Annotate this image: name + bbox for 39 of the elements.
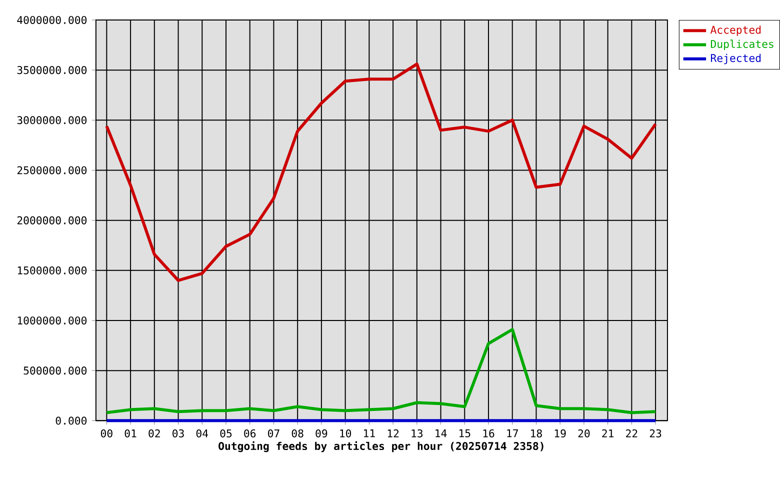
x-tick-label: 16 bbox=[483, 430, 494, 438]
x-tick-label: 04 bbox=[196, 430, 208, 438]
line-series bbox=[105, 328, 658, 414]
x-axis-title: Outgoing feeds by articles per hour (20250714 2358) bbox=[218, 441, 544, 452]
x-tick-label: 20 bbox=[578, 430, 590, 438]
x-tick-label: 21 bbox=[602, 430, 614, 438]
y-tick-label: 1500000.000 bbox=[18, 266, 87, 275]
legend-label: Duplicates bbox=[710, 40, 774, 50]
legend-label: Rejected bbox=[710, 54, 761, 64]
x-tick-label: 02 bbox=[148, 430, 160, 438]
x-tick-label: 07 bbox=[268, 430, 280, 438]
x-tick-label: 00 bbox=[100, 430, 112, 438]
x-tick-label: 03 bbox=[172, 430, 184, 438]
y-tick-label: 0.000 bbox=[56, 416, 87, 425]
x-tick-label: 09 bbox=[316, 430, 328, 438]
x-tick-label: 13 bbox=[412, 430, 423, 438]
y-tick-label: 2500000.000 bbox=[17, 166, 87, 174]
x-tick-label: 17 bbox=[507, 430, 518, 438]
x-tick-label: 10 bbox=[340, 430, 352, 438]
x-tick-label: 19 bbox=[554, 430, 566, 438]
x-tick-label: 08 bbox=[292, 430, 304, 438]
y-tick-label: 2000000.000 bbox=[17, 216, 87, 225]
x-tick-label: 14 bbox=[436, 430, 447, 438]
y-tick-label: 3500000.000 bbox=[17, 66, 87, 74]
y-tick-label: 500000.000 bbox=[24, 366, 87, 375]
y-tick-label: 1000000.000 bbox=[18, 316, 87, 325]
x-tick-label: 23 bbox=[650, 430, 662, 438]
y-tick-label: 3000000.000 bbox=[17, 116, 87, 124]
x-tick-label: 05 bbox=[220, 430, 232, 438]
x-tick-label: 12 bbox=[388, 430, 399, 438]
x-tick-label: 22 bbox=[626, 430, 638, 438]
x-tick-label: 01 bbox=[124, 430, 136, 438]
y-tick-label: 4000000.000 bbox=[17, 16, 87, 24]
x-tick-label: 18 bbox=[531, 430, 542, 438]
line-series bbox=[105, 62, 658, 282]
x-tick-label: 15 bbox=[459, 430, 470, 438]
legend-label: Accepted bbox=[710, 26, 761, 36]
x-tick-label: 11 bbox=[364, 430, 375, 438]
x-tick-label: 06 bbox=[244, 430, 256, 438]
